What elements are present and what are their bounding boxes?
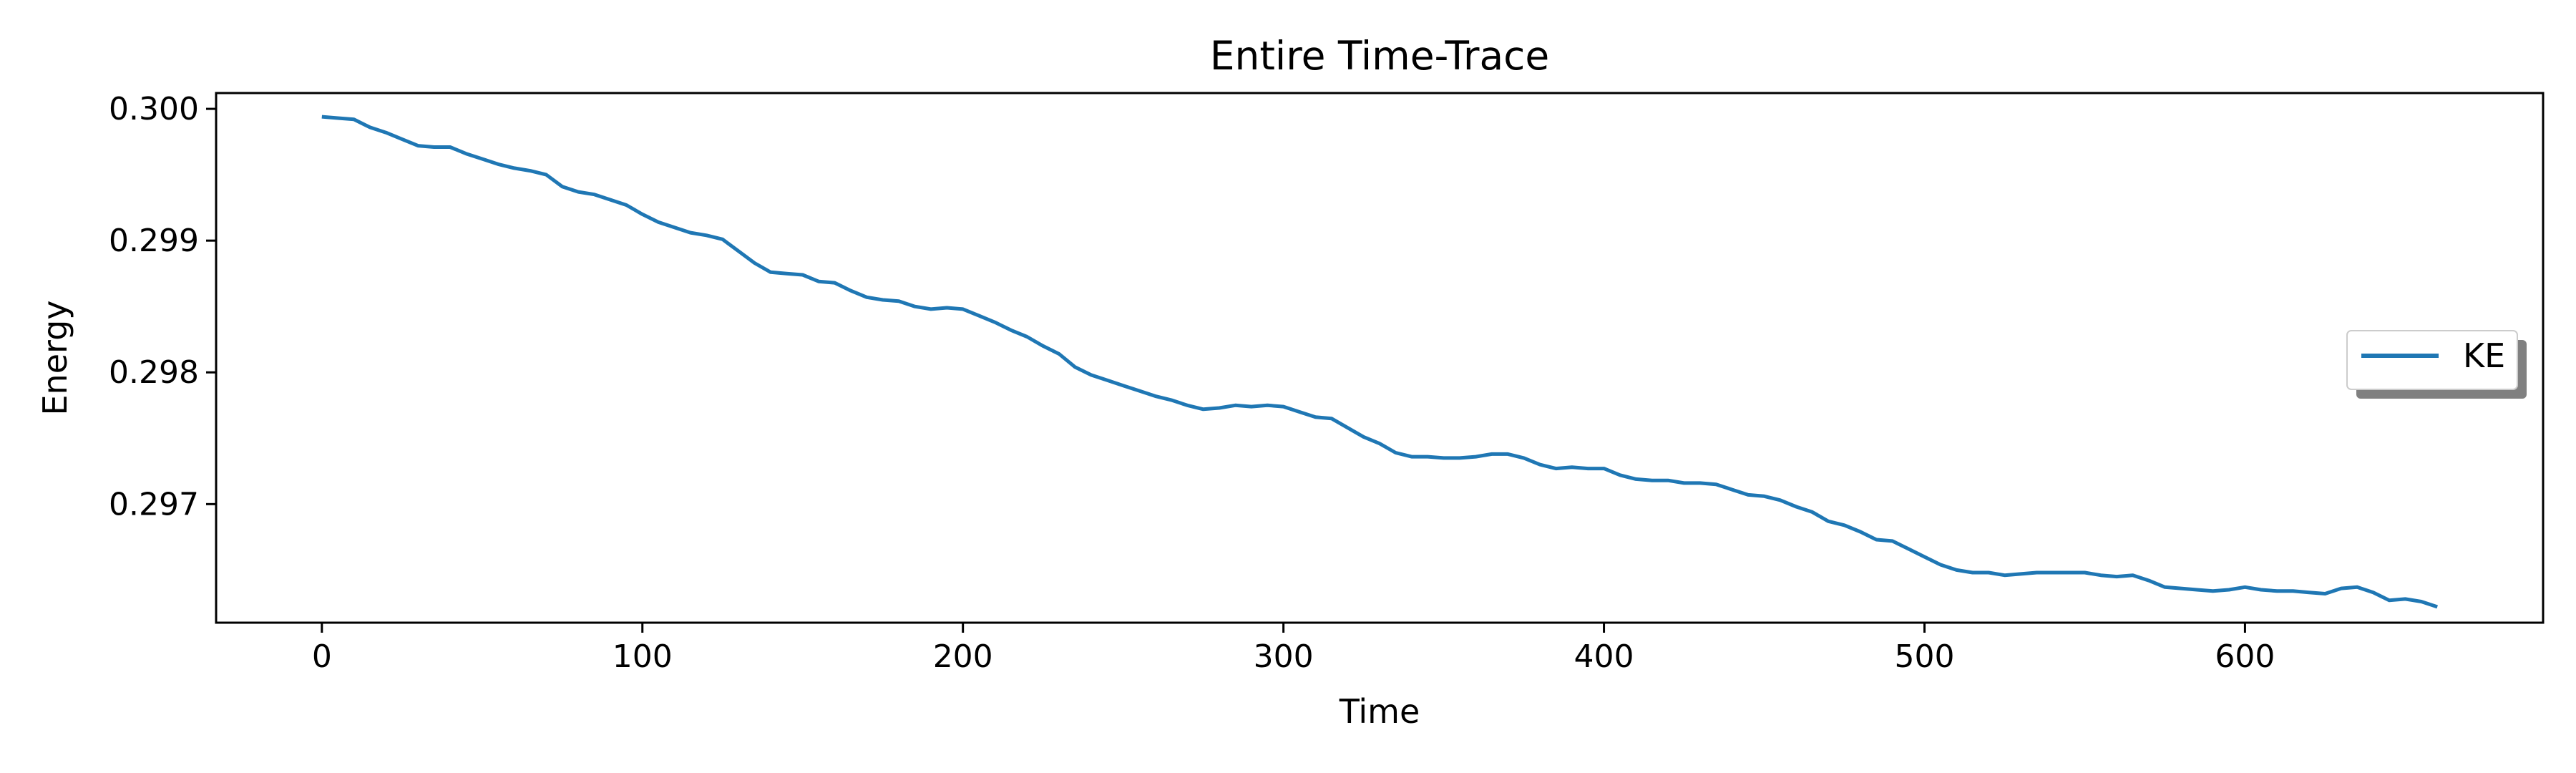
y-tick-label: 0.300 [109,91,199,127]
x-tick-label: 600 [2215,638,2275,675]
y-axis-ticks: 0.297 0.298 0.299 0.300 [109,91,216,522]
plot-frame [215,92,2545,624]
legend: KE [2346,330,2527,399]
chart-title: Entire Time-Trace [1210,33,1549,79]
x-tick-label: 500 [1894,638,1954,675]
x-axis-ticks: 0 100 200 300 400 500 600 [312,623,2275,675]
legend-box [2346,330,2518,390]
x-tick-label: 200 [933,638,993,675]
x-tick-label: 400 [1574,638,1634,675]
series-line-ke [321,115,2438,609]
x-tick-label: 0 [312,638,332,675]
y-tick-label: 0.298 [109,354,199,391]
x-axis-label: Time [1339,692,1420,731]
legend-label: KE [2463,336,2505,375]
y-axis-label: Energy [36,300,74,415]
plot-area [215,92,2545,624]
x-tick-label: 300 [1254,638,1314,675]
y-tick-label: 0.297 [109,486,199,522]
series-layer [321,115,2438,609]
y-tick-label: 0.299 [109,223,199,259]
x-tick-label: 100 [613,638,673,675]
